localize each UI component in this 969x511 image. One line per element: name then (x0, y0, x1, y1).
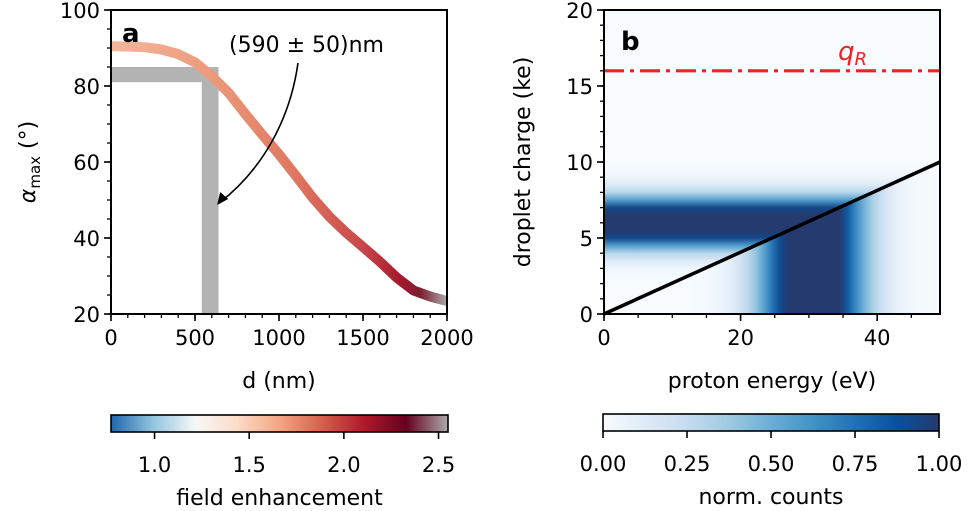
colorbar-label: field enhancement (176, 486, 383, 511)
highlight-horizontal-band (111, 67, 219, 83)
y-tick-label: 0 (580, 303, 593, 327)
y-tick-label: 20 (73, 303, 100, 327)
colorbar-tick-label: 2.0 (327, 453, 360, 477)
colorbar-tick-label: 1.00 (916, 452, 963, 476)
colorbar (602, 413, 940, 432)
colorbar-tick-label: 2.5 (422, 453, 455, 477)
y-tick-label: 5 (580, 227, 593, 251)
y-tick-label: 80 (73, 75, 100, 99)
y-tick-label: 15 (566, 75, 593, 99)
highlight-vertical-band (201, 67, 219, 314)
threshold-line (603, 160, 941, 316)
axes-frame (603, 9, 941, 315)
colorbar-tick-label: 0.00 (580, 452, 627, 476)
annotation-arrow (218, 62, 299, 204)
alpha-max-curve (110, 41, 449, 306)
y-label-sub: max (26, 156, 44, 189)
colorbar-tick-label: 1.0 (138, 453, 171, 477)
q-r-label-main: q (838, 37, 855, 67)
colorbar-tick-label: 1.5 (233, 453, 266, 477)
x-tick-label: 1500 (336, 326, 389, 350)
colorbar-tick-label: 0.25 (664, 452, 711, 476)
y-axis-label: droplet charge (ke) (511, 57, 536, 268)
arrow-head-icon (217, 192, 229, 205)
x-tick-label: 500 (175, 326, 215, 350)
colorbar-label: norm. counts (698, 485, 843, 510)
y-label-alpha: α (16, 188, 41, 203)
panel-label-a: a (122, 19, 140, 49)
x-axis-label: d (nm) (242, 369, 316, 394)
y-axis-label: αmax (°) (16, 121, 44, 203)
y-label-unit: (°) (16, 121, 41, 156)
x-tick-label: 0 (597, 326, 610, 350)
y-tick-label: 40 (73, 227, 100, 251)
x-tick-label: 40 (864, 326, 891, 350)
q-r-label-sub: R (855, 49, 868, 70)
x-tick-label: 1000 (252, 326, 305, 350)
y-tick-label: 20 (566, 0, 593, 23)
annotation-text: (590 ± 50)nm (229, 33, 384, 58)
x-tick-label: 2000 (420, 326, 473, 350)
axes-frame (110, 9, 448, 315)
x-tick-label: 0 (104, 326, 117, 350)
colorbar (110, 414, 449, 433)
heatmap-charge-band (604, 10, 940, 314)
x-axis-label: proton energy (eV) (668, 369, 876, 394)
panel-a: 0 500 1000 1500 2000 20 40 60 80 100 a (590 ± 50)nm… (16, 0, 474, 511)
y-tick-label: 10 (566, 151, 593, 175)
colorbar-tick-label: 0.50 (748, 452, 795, 476)
y-tick-label: 60 (73, 151, 100, 175)
y-tick-label: 100 (60, 0, 100, 23)
colorbar-tick-label: 0.75 (832, 452, 879, 476)
q-r-label: qR (838, 37, 867, 70)
panel-label-b: b (621, 27, 640, 57)
x-tick-label: 20 (727, 326, 754, 350)
